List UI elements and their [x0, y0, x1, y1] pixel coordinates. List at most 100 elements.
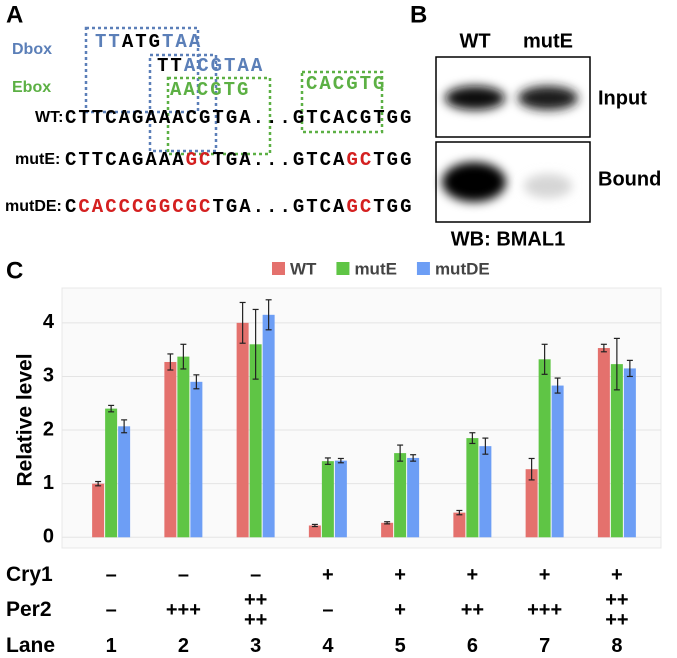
band [518, 86, 578, 110]
error-bar [456, 509, 463, 516]
sequence-name: mutDE: [5, 198, 62, 215]
sequence: CTTCAGAAACGTGA...GTCACGTGG [65, 107, 413, 129]
bar [308, 525, 321, 538]
sequence-segment: TGG [373, 196, 413, 218]
lane-label: mutE [523, 30, 573, 52]
legend-swatch [336, 262, 350, 275]
bar [190, 381, 203, 538]
bar [597, 348, 610, 538]
sequence-segment: CTTCAGAAA [65, 149, 186, 171]
bar [479, 446, 492, 538]
y-tick-label: 4 [43, 311, 55, 333]
dbox-frame [84, 26, 200, 114]
bar [407, 457, 420, 538]
table-cell: – [322, 599, 334, 621]
sequence-segment: CACCCGGCGC [78, 196, 212, 218]
bar [538, 359, 551, 538]
bar [236, 322, 249, 538]
ebox-label: Ebox [12, 79, 51, 96]
table-cell: + [538, 564, 551, 586]
bar [453, 512, 466, 538]
bar [92, 483, 105, 538]
sequence: AACGTG [170, 79, 250, 101]
bar [525, 469, 538, 538]
error-bar [600, 343, 607, 353]
sequence-segment: AACGTG [170, 79, 250, 101]
bar [164, 361, 177, 538]
bar [321, 461, 334, 538]
panel-label: C [6, 257, 23, 284]
sequence-name: mutE: [15, 151, 60, 168]
error-bar [180, 343, 187, 370]
row-name: Lane [6, 634, 56, 657]
bar [262, 314, 275, 538]
bar [249, 344, 262, 538]
table-cell: ++ [460, 599, 485, 621]
sequence-segment: TT [157, 55, 184, 77]
motif-boxes [84, 26, 384, 156]
bar [466, 438, 479, 538]
sequence-segment: TGG [373, 149, 413, 171]
table-cell: ++ ++ [243, 589, 268, 631]
sequence: CCACCCGGCGCTGA...GTCAGCTGG [65, 196, 414, 218]
panel-label: A [6, 1, 23, 28]
error-bar [469, 432, 476, 445]
row-label: Bound [598, 168, 661, 190]
lane-label: WT [459, 30, 490, 52]
table-cell: – [105, 599, 117, 621]
lane-number: 6 [466, 635, 478, 657]
sequence-segment: CTTCAGAAACGTGA...GTCACGTGG [65, 107, 413, 129]
error-bar [384, 521, 391, 525]
sequence-segment: GC [346, 196, 373, 218]
error-bar [397, 444, 404, 462]
bar [394, 453, 407, 538]
error-bar [337, 457, 344, 464]
legend-label: WT [290, 259, 317, 278]
band [442, 162, 506, 202]
bar [334, 460, 347, 538]
dbox-label: Dbox [12, 41, 52, 58]
y-tick-label: 0 [43, 526, 54, 548]
y-axis-title: Relative level [14, 353, 37, 486]
error-bar [265, 299, 272, 331]
error-bar [528, 457, 535, 481]
error-bar [482, 437, 489, 455]
sequence: CTTCAGAAAGCTGA...GTCAGCTGG [65, 149, 414, 171]
table-cell: ++ ++ [605, 589, 629, 631]
sequence: TTATGTAA [95, 31, 202, 53]
sequence-segment: ACGTAA [184, 55, 264, 77]
sequence-segment: C [65, 196, 78, 218]
error-bar [239, 301, 246, 344]
bar [623, 368, 636, 538]
lane-number: 7 [539, 635, 551, 657]
legend-label: mutDE [435, 259, 490, 278]
sequence-segment: ATG [122, 31, 162, 53]
row-name: Cry1 [6, 563, 53, 586]
sequence: CACGTG [306, 73, 386, 95]
y-tick-label: 1 [43, 472, 54, 494]
sequence-segment: TGA...GTCA [212, 196, 346, 218]
table-cell: + [322, 564, 334, 586]
row-label: Input [598, 87, 647, 109]
bar [105, 408, 118, 538]
plot-area [61, 287, 662, 549]
error-bar [121, 419, 128, 434]
sequence-segment: CACGTG [306, 73, 386, 95]
error-bar [167, 353, 174, 371]
panel-label: B [410, 1, 427, 28]
sequence: TTACGTAA [157, 55, 264, 77]
lane-number: 3 [250, 635, 262, 657]
bar [551, 385, 564, 538]
table-cell: – [105, 564, 117, 586]
error-bar [410, 454, 417, 462]
band [524, 174, 572, 198]
y-tick-label: 3 [43, 365, 54, 387]
sequence-segment: GC [186, 149, 213, 171]
table-cell: + [394, 599, 406, 621]
band [445, 86, 505, 110]
legend-swatch [272, 262, 285, 275]
dbox-frame [148, 53, 218, 153]
error-bar [626, 359, 633, 378]
